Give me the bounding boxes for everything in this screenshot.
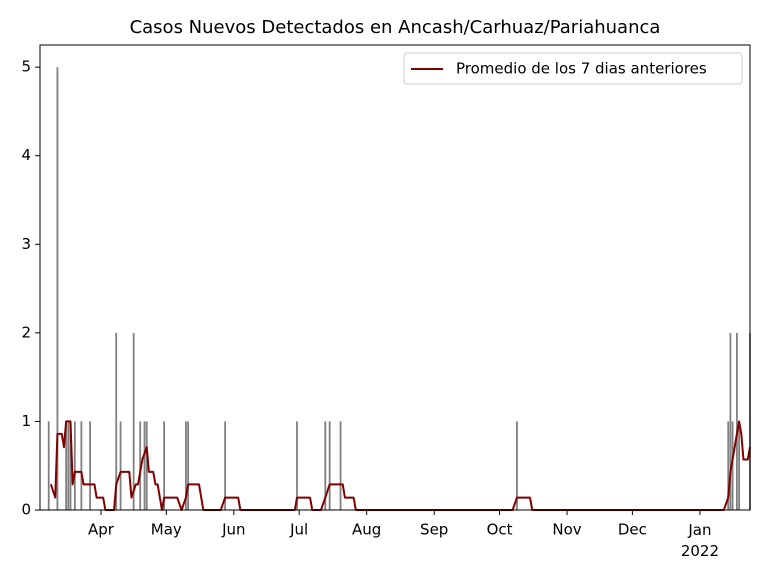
bar [187, 421, 189, 510]
bar [65, 421, 68, 510]
bar [328, 421, 331, 510]
bar [80, 421, 83, 510]
legend-label: Promedio de los 7 dias anteriores [456, 60, 707, 78]
chart-title: Casos Nuevos Detectados en Ancash/Carhua… [130, 17, 661, 38]
x-tick-label: Jun [221, 521, 245, 539]
x-tick-label: Sep [420, 521, 448, 539]
y-tick-label: 1 [21, 412, 31, 430]
bar [324, 421, 327, 510]
bar [185, 421, 187, 510]
x-tick-label: Aug [352, 521, 381, 539]
x-tick-label: Jan 2022 [681, 521, 719, 560]
bar [729, 332, 732, 510]
bar [47, 421, 50, 510]
bar [516, 421, 518, 510]
line [49, 420, 751, 511]
bar [132, 332, 135, 510]
x-tick-label: Dec [618, 521, 647, 539]
bar [73, 421, 76, 510]
y-tick-label: 5 [21, 58, 31, 76]
y-tick-label: 0 [21, 501, 31, 519]
x-tick-label: Jul [289, 521, 308, 539]
bar [224, 421, 227, 510]
bar [139, 421, 142, 510]
x-tick-label: Apr [88, 521, 115, 539]
x-tick-label: Oct [487, 521, 513, 539]
bar [738, 421, 741, 510]
bar [163, 421, 166, 510]
legend-box [403, 52, 743, 85]
plot-frame [39, 44, 751, 511]
bar [119, 421, 122, 510]
bar [56, 67, 59, 511]
bar [339, 421, 342, 510]
bar [69, 421, 72, 510]
bar [67, 421, 70, 510]
bar [296, 421, 298, 510]
x-tick-label: May [151, 521, 182, 539]
legend: Promedio de los 7 dias anteriores [403, 52, 743, 85]
y-tick-label: 4 [21, 146, 31, 164]
bar [145, 421, 148, 510]
y-tick-label: 2 [21, 323, 31, 341]
bar [143, 421, 146, 510]
x-tick-label: Nov [552, 521, 581, 539]
y-tick-label: 3 [21, 235, 31, 253]
bar [115, 332, 118, 510]
bar [727, 421, 730, 510]
bar [731, 421, 734, 510]
bar [89, 421, 91, 510]
bar [736, 332, 738, 510]
